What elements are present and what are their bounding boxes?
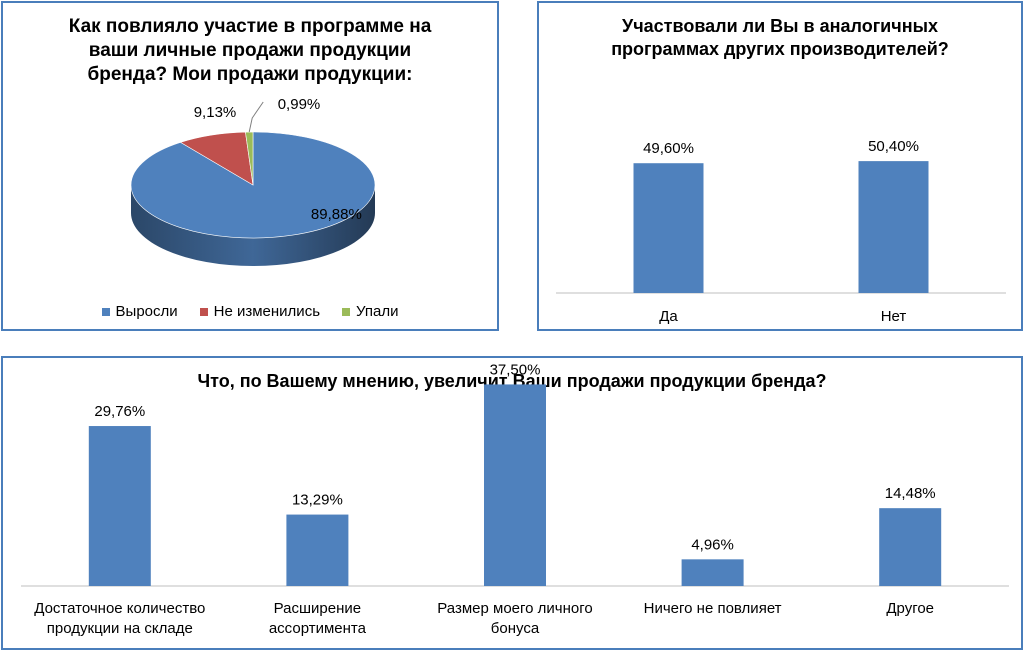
pie-side-wall: [131, 185, 375, 266]
pie-leader-line-fell: [248, 101, 264, 133]
sales-drivers-value-label-1: 13,29%: [292, 492, 343, 509]
legend-label-fell: Упали: [356, 303, 399, 320]
sales-drivers-chart-title: Что, по Вашему мнению, увеличит Ваши про…: [197, 371, 827, 391]
participation-bar-1: [858, 161, 929, 293]
legend-swatch-fell: [342, 307, 351, 316]
pie-chart: 89,88% 9,13% 0,99%: [130, 96, 376, 266]
pie-chart-panel: Как повлияло участие в программе на ваши…: [1, 1, 499, 331]
sales-drivers-category-label-3: Ничего не повлияет: [644, 600, 782, 617]
sales-drivers-value-label-0: 29,76%: [94, 403, 145, 420]
sales-drivers-category-label-2: Размер моего личного бонуса: [437, 600, 592, 637]
sales-drivers-chart-panel: Что, по Вашему мнению, увеличит Ваши про…: [1, 356, 1023, 650]
legend-swatch-grew: [101, 307, 110, 316]
pie-label-fell: 0,99%: [278, 96, 321, 113]
sales-drivers-bar-chart: 29,76% Достаточное количество продукции на…: [21, 361, 1009, 637]
legend-label-unchanged: Не изменились: [213, 303, 321, 320]
legend-item-grew: Выросли: [101, 303, 178, 320]
pie-label-grew: 89,88%: [311, 206, 362, 223]
participation-value-label-1: 50,40%: [868, 138, 919, 155]
sales-drivers-value-label-2: 37,50%: [490, 361, 541, 378]
participation-chart-title: Участвовали ли Вы в аналогичных программ…: [611, 16, 949, 59]
sales-drivers-bar-0: [88, 426, 151, 586]
pie-legend: Выросли Не изменились Упали: [3, 303, 497, 320]
participation-bar-0: [633, 163, 704, 293]
sales-drivers-bar-4: [879, 508, 942, 586]
participation-bar-chart: 49,60% Да 50,40% Нет: [556, 138, 1006, 325]
sales-drivers-category-label-1: Расширение ассортимента: [269, 600, 367, 637]
sales-drivers-bar-3: [681, 559, 744, 586]
legend-swatch-unchanged: [199, 307, 208, 316]
participation-category-label-1: Нет: [881, 308, 907, 325]
participation-chart-panel: Участвовали ли Вы в аналогичных программ…: [537, 1, 1023, 331]
pie-label-unchanged: 9,13%: [194, 104, 237, 121]
pie-chart-title: Как повлияло участие в программе на ваши…: [68, 16, 432, 85]
sales-drivers-bar-2: [484, 384, 546, 586]
sales-drivers-category-label-0: Достаточное количество продукции на склад…: [34, 600, 205, 637]
participation-category-label-0: Да: [659, 308, 678, 325]
sales-drivers-bar-1: [286, 514, 349, 586]
legend-item-fell: Упали: [342, 303, 398, 320]
sales-drivers-value-label-3: 4,96%: [691, 536, 734, 553]
legend-item-unchanged: Не изменились: [199, 303, 321, 320]
participation-value-label-0: 49,60%: [643, 140, 694, 157]
sales-drivers-value-label-4: 14,48%: [885, 485, 936, 502]
legend-label-grew: Выросли: [115, 303, 178, 320]
sales-drivers-category-label-4: Другое: [886, 600, 934, 617]
